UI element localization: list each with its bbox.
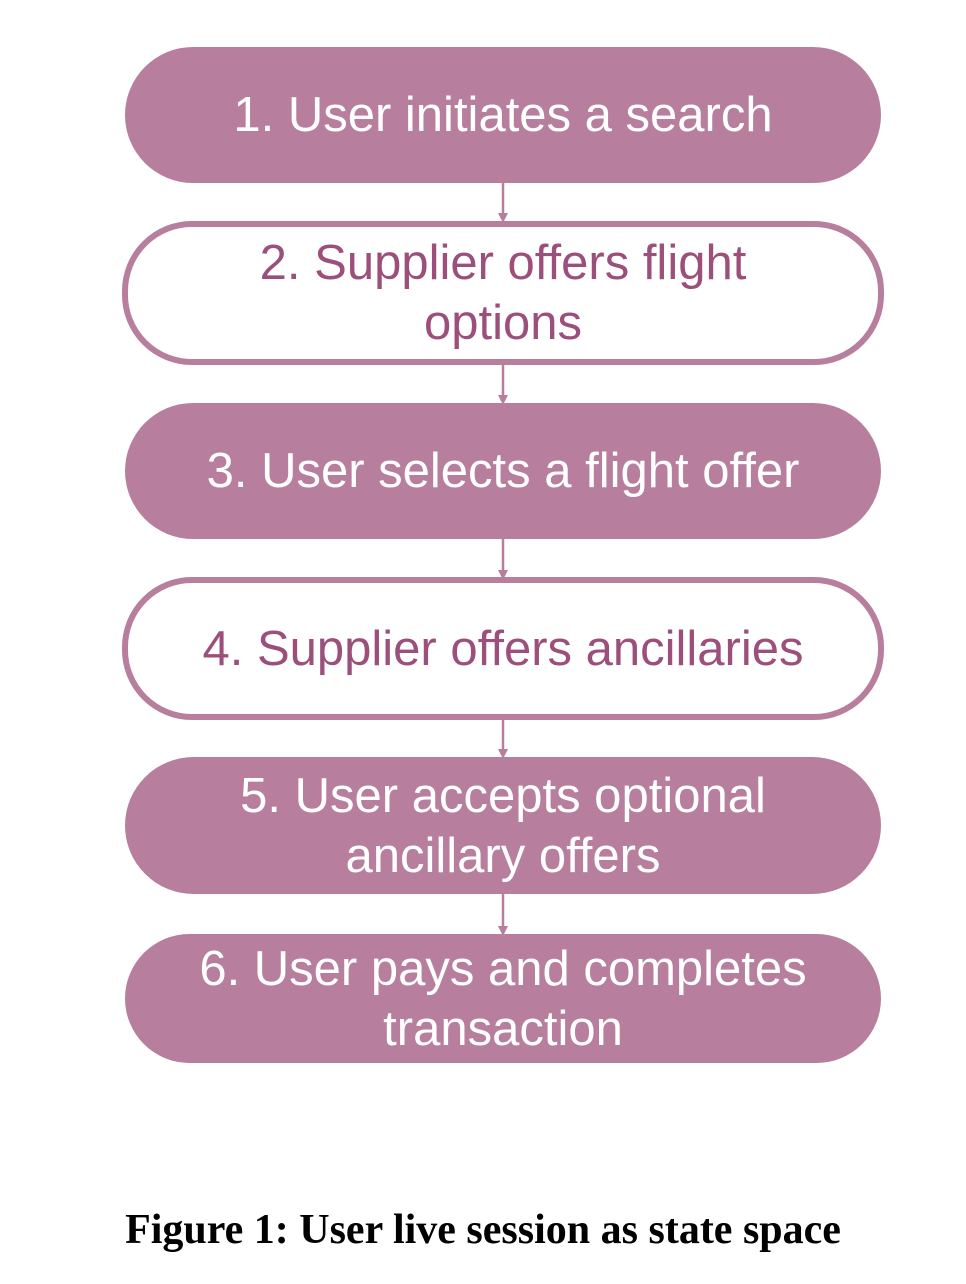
step-3-label: 3. User selects a flight offer	[206, 444, 800, 498]
step-3-node: 3. User selects a flight offer	[125, 403, 881, 539]
step-4-node: 4. Supplier offers ancillaries	[122, 577, 884, 720]
step-5-node: 5. User accepts optional ancillary offer…	[125, 757, 881, 894]
flow-arrows	[498, 183, 508, 936]
flow-diagram: 1. User initiates a search 2. Supplier o…	[122, 47, 884, 1063]
figure-caption: Figure 1: User live session as state spa…	[125, 1207, 841, 1253]
step-5-label: 5. User accepts optional ancillary offer…	[240, 768, 766, 883]
step-1-label: 1. User initiates a search	[233, 88, 773, 142]
step-6-node: 6. User pays and completes transaction	[125, 934, 881, 1063]
step-4-label: 4. Supplier offers ancillaries	[202, 621, 804, 676]
step-1-node: 1. User initiates a search	[125, 47, 881, 183]
step-2-node: 2. Supplier offers flight options	[122, 221, 884, 365]
step-2-label: 2. Supplier offers flight options	[259, 236, 747, 350]
step-6-label: 6. User pays and completes transaction	[199, 941, 807, 1056]
